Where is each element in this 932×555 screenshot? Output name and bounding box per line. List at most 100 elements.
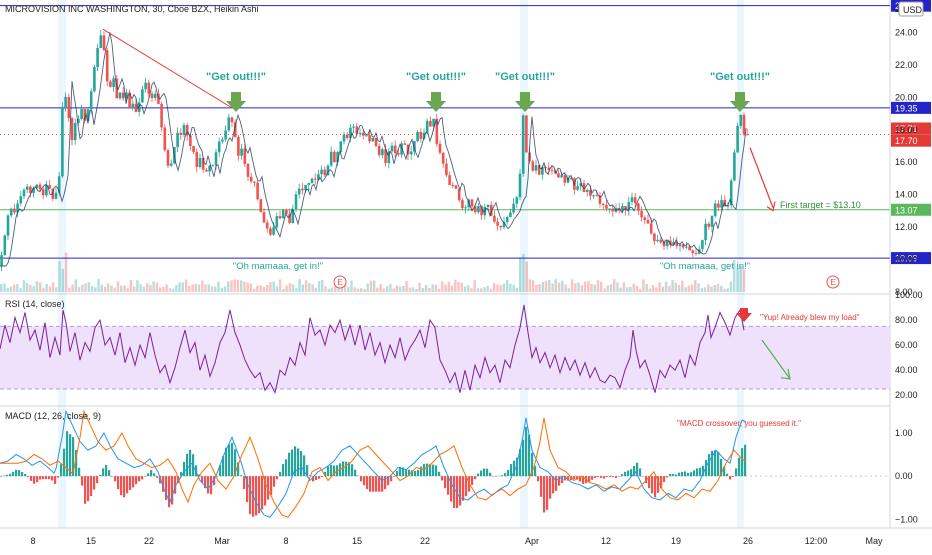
heikin-ashi-candle <box>429 120 432 127</box>
time-tick-label: 15 <box>86 536 96 546</box>
macd-histogram-bar <box>345 461 348 477</box>
macd-label[interactable]: MACD (12, 26, close, 9) <box>5 411 102 421</box>
heikin-ashi-candle <box>64 96 67 108</box>
macd-histogram-bar <box>264 476 267 506</box>
macd-histogram-bar <box>459 476 462 506</box>
volume-bar <box>447 281 450 292</box>
macd-histogram-bar <box>141 476 144 480</box>
moving-average-line <box>0 32 747 267</box>
heikin-ashi-candle <box>22 189 26 197</box>
volume-bar <box>120 285 123 292</box>
macd-histogram-bar <box>489 472 492 477</box>
heikin-ashi-candle <box>205 169 208 172</box>
volume-bar <box>107 283 110 292</box>
heikin-ashi-candle <box>45 184 48 196</box>
heikin-ashi-candle <box>403 143 407 145</box>
macd-histogram-bar <box>171 476 174 505</box>
volume-bar <box>16 283 19 292</box>
macd-histogram-bar <box>615 476 618 478</box>
heikin-ashi-candle <box>25 186 29 190</box>
macd-histogram-bar <box>108 470 111 477</box>
macd-histogram-bar <box>162 476 165 492</box>
volume-bar <box>155 282 159 292</box>
heikin-ashi-candle <box>384 149 387 164</box>
macd-histogram-bar <box>426 463 429 477</box>
heikin-ashi-candle <box>633 197 637 204</box>
time-tick-label: 8 <box>30 536 35 546</box>
macd-histogram-bar <box>651 476 654 494</box>
price-tick-label: 18.00 <box>895 125 918 135</box>
volume-bar <box>609 284 613 292</box>
macd-histogram-bar <box>351 464 354 477</box>
rsi-band <box>0 326 890 389</box>
volume-bar <box>246 282 249 292</box>
heikin-ashi-candle <box>262 212 266 223</box>
volume-bar <box>509 283 512 292</box>
macd-histogram-bar <box>327 466 330 477</box>
heikin-ashi-candle <box>413 141 416 152</box>
volume-bar <box>77 287 81 292</box>
down-arrow-icon <box>730 92 750 112</box>
macd-histogram-bar <box>255 476 258 516</box>
volume-bar <box>282 288 285 292</box>
volume-bar <box>353 287 356 292</box>
macd-histogram-bar <box>258 476 261 514</box>
macd-histogram-bar <box>435 465 438 477</box>
heikin-ashi-candle <box>518 173 522 198</box>
heikin-ashi-candle <box>393 145 397 154</box>
heikin-ashi-candle <box>6 215 10 236</box>
earnings-marker-label: E <box>337 278 342 287</box>
heikin-ashi-candle <box>621 206 624 211</box>
macd-tick-label: −1.00 <box>895 514 918 524</box>
macd-histogram-bar <box>216 476 219 477</box>
heikin-ashi-candle <box>448 175 451 185</box>
heikin-ashi-candle <box>230 117 234 123</box>
heikin-ashi-candle <box>601 203 605 206</box>
heikin-ashi-candle <box>13 208 16 213</box>
heikin-ashi-candle <box>265 222 269 229</box>
heikin-ashi-candle <box>352 126 355 128</box>
macd-histogram-bar <box>474 476 477 480</box>
volume-bar <box>424 285 428 292</box>
volume-bar <box>499 285 502 292</box>
heikin-ashi-candle <box>665 240 669 247</box>
rsi-tick-label: 40.00 <box>895 365 918 375</box>
macd-histogram-bar <box>591 476 594 480</box>
macd-histogram-bar <box>150 470 153 477</box>
heikin-ashi-candle <box>128 92 131 109</box>
volume-bar <box>84 283 87 292</box>
rsi-arrow-head <box>780 368 791 380</box>
heikin-ashi-candle <box>505 217 509 223</box>
heikin-ashi-candle <box>297 188 301 195</box>
macd-histogram-bar <box>405 469 408 477</box>
volume-bar <box>243 281 246 292</box>
macd-histogram-bar <box>603 476 606 479</box>
macd-histogram-bar <box>561 476 564 484</box>
macd-histogram-bar <box>432 464 435 477</box>
macd-histogram-bar <box>33 476 36 484</box>
macd-histogram-bar <box>96 476 99 484</box>
heikin-ashi-candle <box>67 96 71 119</box>
heikin-ashi-candle <box>464 207 467 209</box>
heikin-ashi-candle <box>557 173 560 178</box>
volume-bar <box>149 285 152 292</box>
macd-histogram-bar <box>384 476 387 490</box>
heikin-ashi-candle <box>656 239 659 242</box>
heikin-ashi-candle <box>409 151 413 155</box>
volume-bar <box>360 288 363 292</box>
volume-bar <box>736 268 739 292</box>
rsi-label[interactable]: RSI (14, close) <box>5 299 65 309</box>
heikin-ashi-candle <box>301 188 304 191</box>
level-label-10.09: 10.09 <box>895 254 918 264</box>
symbol-title: MICROVISION INC WASHINGTON, 30, Cboe BZX… <box>5 4 259 14</box>
macd-histogram-bar <box>39 476 42 480</box>
heikin-ashi-candle <box>233 122 237 137</box>
heikin-ashi-candle <box>259 199 263 213</box>
macd-histogram-bar <box>732 476 735 478</box>
heikin-ashi-candle <box>96 48 99 68</box>
macd-histogram-bar <box>30 476 33 481</box>
last-price-tag <box>891 122 931 135</box>
macd-histogram-bar <box>87 476 90 502</box>
down-arrow-icon <box>426 92 446 112</box>
heikin-ashi-candle <box>688 246 691 251</box>
